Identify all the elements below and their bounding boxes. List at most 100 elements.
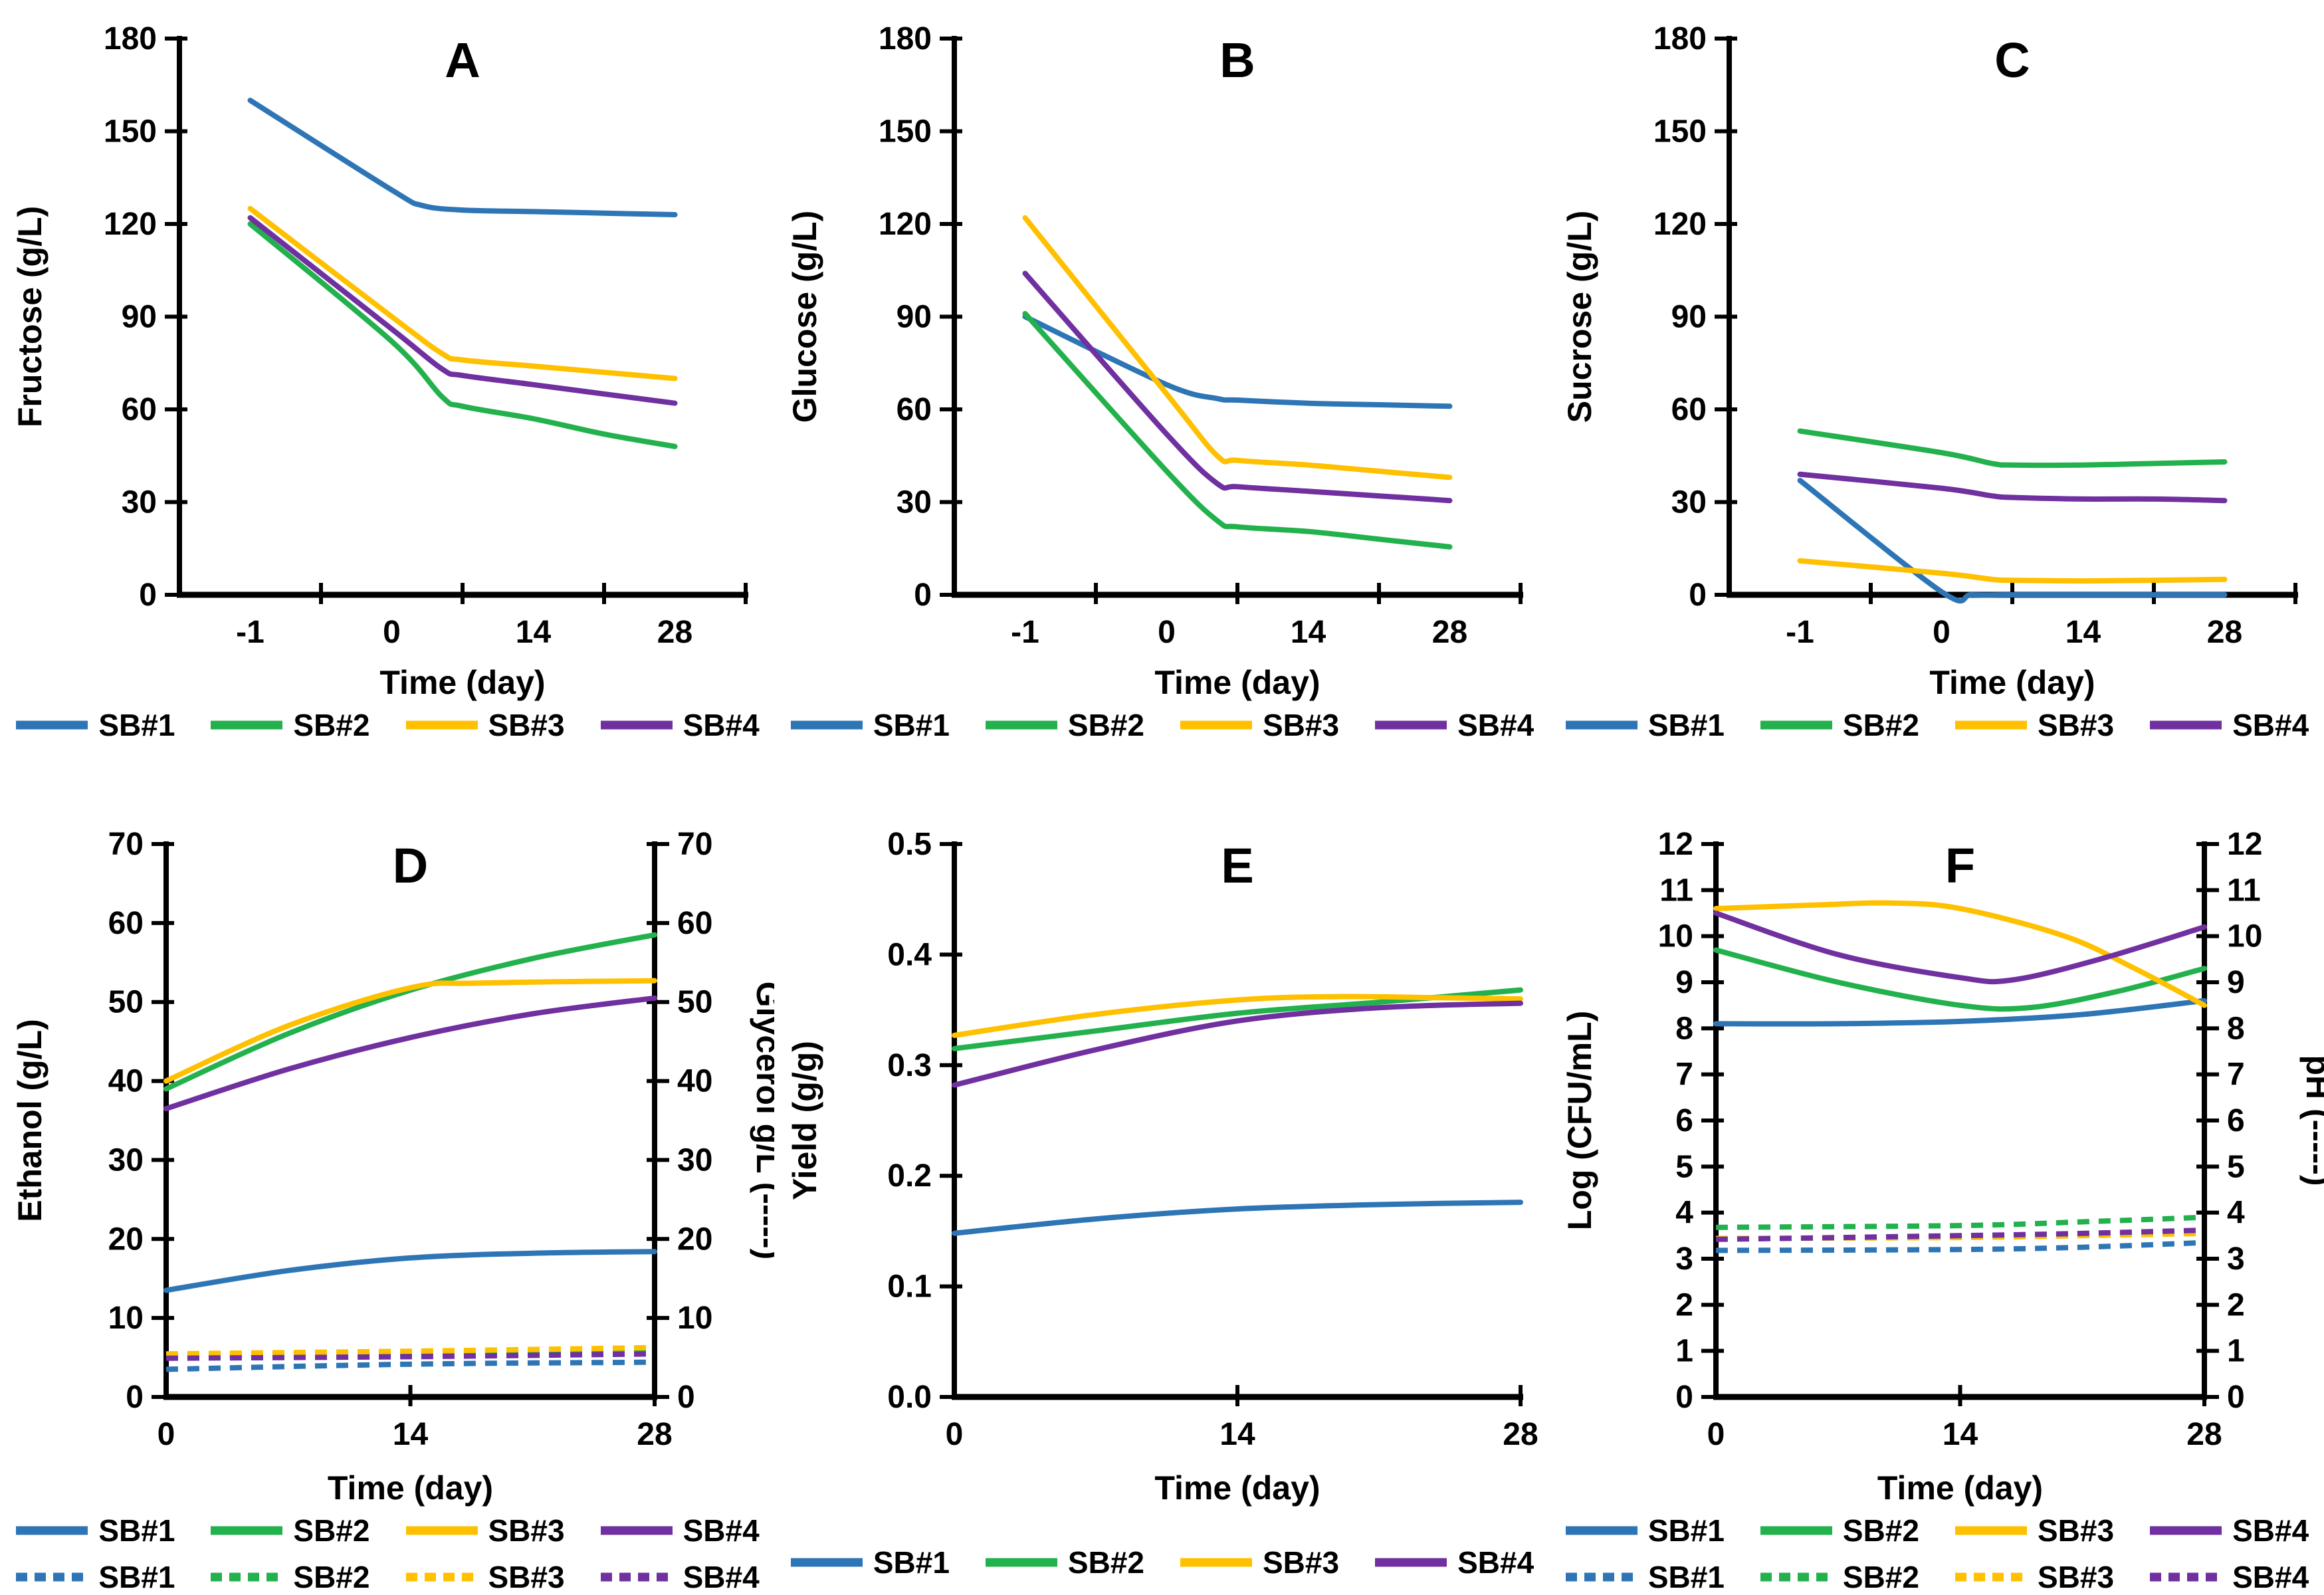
legend-row: SB#1 SB#2 SB#3 SB#4 <box>15 1513 760 1548</box>
legend-label: SB#3 <box>2038 1513 2115 1548</box>
series-line-sb#3 <box>1797 558 2227 584</box>
x-tick-label: 28 <box>1431 615 1467 650</box>
y2-tick-label: 40 <box>677 1064 712 1099</box>
legend-label: SB#4 <box>2232 708 2309 742</box>
legend-solid-swatch <box>790 720 863 730</box>
legend-dashed-swatch <box>2150 1572 2222 1582</box>
y-tick-label: 180 <box>1653 21 1706 56</box>
series-line-sb#3 <box>951 994 1523 1038</box>
y-tick-label: 180 <box>878 21 931 56</box>
legend-label: SB#1 <box>98 1513 175 1548</box>
legend-label: SB#4 <box>683 1513 760 1548</box>
y2-tick-label: 3 <box>2227 1241 2245 1277</box>
series-line-sb#1 <box>1022 314 1452 409</box>
legend-row: SB#1 SB#2 SB#3 SB#4 <box>15 707 760 743</box>
legend-label: SB#3 <box>488 708 565 742</box>
legend-solid-swatch <box>211 720 283 730</box>
glucose-legend: SB#1 SB#2 SB#3 SB#4 <box>790 707 1534 743</box>
legend-item-sb2-solid: SB#2 <box>984 1544 1144 1580</box>
x-axis-title: Time (day) <box>328 1469 493 1507</box>
x-tick-label: 14 <box>1290 615 1326 650</box>
legend-label: SB#1 <box>98 708 175 742</box>
legend-item-sb3-solid: SB#3 <box>405 707 565 743</box>
y-tick-label: 20 <box>108 1222 144 1257</box>
x-tick-label: 0 <box>158 1417 175 1452</box>
x-tick-label: 14 <box>1942 1417 1978 1452</box>
y-tick-label: 30 <box>122 485 157 520</box>
series-line-sb#2 <box>163 932 657 1092</box>
legend-label: SB#3 <box>2038 708 2115 742</box>
y2-tick-label: 0 <box>2227 1380 2245 1415</box>
y-tick-label: 90 <box>122 300 157 335</box>
legend-item-sb2-solid: SB#2 <box>209 1513 370 1548</box>
x-tick-label: 0 <box>1707 1417 1725 1452</box>
y-tick-label: 0.4 <box>887 937 932 972</box>
legend-label: SB#3 <box>1263 708 1340 742</box>
y2-tick-label: 4 <box>2227 1196 2245 1231</box>
y-tick-label: 8 <box>1675 1011 1693 1046</box>
x-tick-label: -1 <box>1011 615 1039 650</box>
legend-solid-swatch <box>1180 1558 1252 1567</box>
y-tick-label: 0.0 <box>887 1380 932 1415</box>
sucrose-chart: 0 30 60 90 120 150 180 -1 0 14 28 C Time (day) Sucros… <box>1561 21 2298 701</box>
series-line-sb#4 <box>1797 471 2227 504</box>
series-line-sb#2 <box>1022 310 1452 550</box>
legend-item-sb4-solid: SB#4 <box>2149 1513 2309 1548</box>
legend-dashed-swatch <box>1955 1572 2027 1582</box>
series-line-sb#2 <box>247 221 678 449</box>
x-tick-label: 14 <box>2065 615 2101 650</box>
series-line-sb#4 <box>247 215 678 406</box>
sucrose-legend: SB#1 SB#2 SB#3 SB#4 <box>1564 707 2309 743</box>
panel-cfu-ph: 0 1 2 3 4 5 6 7 8 9 10 11 12 0 1 2 3 4 5 6 7 8 9 10 11 12 0 14 28 F Ti… <box>1549 791 2324 1595</box>
y-tick-label: 120 <box>104 207 157 242</box>
legend-solid-swatch <box>405 1526 478 1535</box>
x-axis-title: Time (day) <box>1154 1469 1320 1507</box>
y2-tick-label: 50 <box>677 985 712 1020</box>
legend-label: SB#2 <box>293 1513 370 1548</box>
legend-solid-swatch <box>1955 720 2027 730</box>
legend-label: SB#3 <box>488 1560 565 1594</box>
series-line-sb#1 <box>951 1200 1523 1236</box>
legend-dashed-swatch <box>1565 1572 1637 1582</box>
panel-letter: E <box>1221 838 1253 893</box>
y-tick-label: 30 <box>1671 485 1706 520</box>
y-axis-title: Fructose (g/L) <box>11 206 49 427</box>
x-tick-label: 0 <box>1933 615 1951 650</box>
y-tick-label: 60 <box>896 392 931 427</box>
y-tick-label: 6 <box>1675 1103 1693 1138</box>
series-line-sb#4 <box>163 995 657 1112</box>
y-tick-label: 3 <box>1675 1241 1693 1277</box>
legend-solid-swatch <box>16 720 88 730</box>
legend-label: SB#2 <box>1067 1545 1144 1580</box>
legend-label: SB#2 <box>1842 1513 1919 1548</box>
legend-item-sb2-solid: SB#2 <box>1759 707 1919 743</box>
ethanol-glycerol-legend: SB#1 SB#2 SB#3 SB#4 SB#1 SB#2 SB#3 SB#4 <box>15 1513 760 1595</box>
y-tick-label: 90 <box>1671 300 1706 335</box>
y-tick-label: 10 <box>108 1301 144 1336</box>
series-line-sb#4-glycerol <box>165 1351 655 1361</box>
panel-ethanol-glycerol: 0 10 20 30 40 50 60 70 0 10 20 30 40 50 60 70 0 14 28 D Time… <box>0 791 774 1595</box>
y-axis-title: Glucose (g/L) <box>786 211 823 423</box>
x-tick-label: 14 <box>1219 1417 1255 1452</box>
legend-row: SB#1 SB#2 SB#3 SB#4 <box>1564 707 2309 743</box>
legend-label: SB#4 <box>1457 708 1534 742</box>
legend-item-sb2-dashed: SB#2 <box>209 1559 370 1595</box>
panel-letter: A <box>445 33 480 88</box>
legend-item-sb3-solid: SB#3 <box>1954 1513 2114 1548</box>
legend-item-sb4-solid: SB#4 <box>599 707 760 743</box>
series-line-sb#3 <box>1713 900 2207 1008</box>
legend-label: SB#1 <box>98 1560 175 1594</box>
panel-letter: D <box>393 838 428 893</box>
legend-label: SB#1 <box>1647 708 1725 742</box>
y-tick-label: 12 <box>1657 827 1693 862</box>
x-tick-label: -1 <box>1786 615 1814 650</box>
legend-item-sb3-solid: SB#3 <box>405 1513 565 1548</box>
y-tick-label: 60 <box>1671 392 1706 427</box>
y-tick-label: 40 <box>108 1064 144 1099</box>
legend-label: SB#2 <box>1842 1560 1919 1594</box>
legend-item-sb3-dashed: SB#3 <box>405 1559 565 1595</box>
legend-item-sb3-solid: SB#3 <box>1179 707 1339 743</box>
legend-solid-swatch <box>985 720 1057 730</box>
legend-solid-swatch <box>1180 720 1252 730</box>
